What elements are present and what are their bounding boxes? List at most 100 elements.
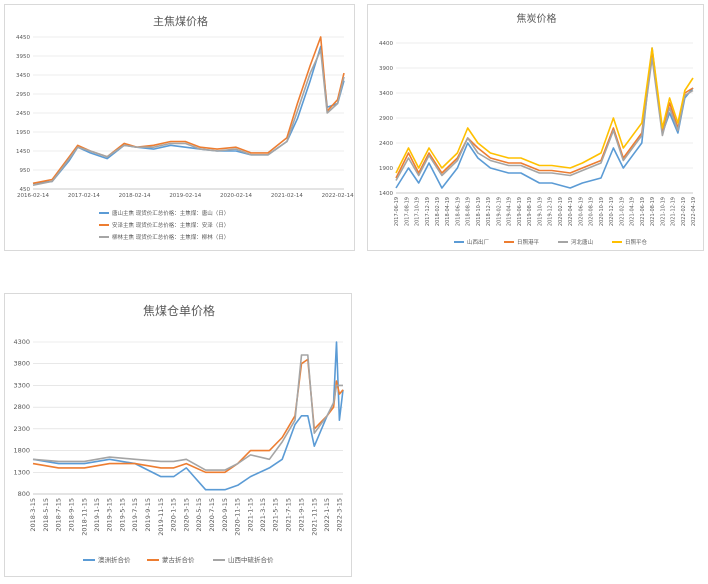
x-tick-label: 2021-06-19 — [640, 197, 646, 226]
x-tick-label: 2017-06-19 — [394, 197, 400, 226]
y-tick-label: 950 — [20, 168, 31, 174]
legend-entry: 安泽主焦 现货价汇总价格：主焦煤：安泽（日） — [112, 221, 229, 229]
y-tick-label: 2450 — [16, 111, 30, 117]
y-tick-label: 1950 — [16, 130, 30, 136]
series-line — [32, 49, 345, 186]
y-tick-label: 3400 — [379, 91, 393, 97]
x-tick-label: 2020-06-19 — [578, 197, 584, 226]
x-tick-label: 2019-06-19 — [517, 197, 523, 226]
x-tick-label: 2021-12-19 — [671, 197, 677, 226]
x-tick-label: 2020-02-14 — [220, 193, 252, 199]
x-tick-label: 2019-10-19 — [537, 197, 543, 226]
x-tick-label: 2020-5-15 — [195, 498, 203, 532]
y-tick-label: 2300 — [13, 425, 30, 433]
x-tick-label: 2021-02-19 — [620, 197, 626, 226]
x-tick-label: 2017-12-19 — [425, 197, 431, 226]
y-tick-label: 3300 — [13, 381, 30, 389]
x-tick-label: 2018-3-15 — [29, 498, 37, 532]
y-tick-label: 1800 — [13, 447, 30, 455]
x-tick-label: 2021-08-19 — [650, 197, 656, 226]
x-tick-label: 2020-7-15 — [208, 498, 216, 532]
x-tick-label: 2021-10-19 — [660, 197, 666, 226]
y-tick-label: 2800 — [13, 403, 30, 411]
x-tick-label: 2020-11-15 — [234, 498, 242, 536]
chart-title: 主焦煤价格 — [153, 14, 208, 28]
chart-coal-warrant: 焦煤仓单价格 800 1300 1800 2300 2800 3300 3800 4300 201… — [13, 303, 344, 564]
chart-panel-coke: 焦炭价格 1400 1900 2400 2900 3400 3900 4400 2017-06-… — [367, 4, 704, 251]
x-tick-label: 2018-10-19 — [476, 197, 482, 226]
y-tick-label: 3900 — [379, 66, 393, 72]
y-tick-label: 2400 — [379, 141, 393, 147]
x-tick-label: 2019-02-14 — [169, 193, 201, 199]
x-tick-label: 2017-02-14 — [68, 193, 100, 199]
x-tick-label: 2020-08-19 — [589, 197, 595, 226]
y-tick-label: 2900 — [379, 116, 393, 122]
x-tick-label: 2021-7-15 — [284, 498, 292, 532]
y-tick-label: 3950 — [16, 54, 30, 60]
x-tick-label: 2019-9-15 — [144, 498, 152, 532]
x-tick-label: 2020-04-19 — [568, 197, 574, 226]
legend-entry: 山西中硫折合价 — [228, 555, 274, 564]
x-tick-label: 2018-06-19 — [455, 197, 461, 226]
x-tick-label: 2020-3-15 — [182, 498, 190, 532]
x-tick-label: 2018-02-14 — [119, 193, 151, 199]
series-line — [32, 354, 343, 471]
x-tick-label: 2021-5-15 — [272, 498, 280, 532]
x-tick-label: 2021-1-15 — [247, 498, 255, 532]
legend-entry: 澳洲折合价 — [98, 555, 131, 564]
x-tick-label: 2019-7-15 — [131, 498, 139, 532]
y-tick-label: 1300 — [13, 468, 30, 476]
x-tick-label: 2019-04-19 — [507, 197, 513, 226]
y-tick-label: 4400 — [379, 41, 393, 47]
series-line — [32, 45, 345, 185]
y-tick-label: 2950 — [16, 92, 30, 98]
legend-entry: 山西出厂 — [467, 238, 490, 246]
x-tick-label: 2021-9-15 — [297, 498, 305, 532]
x-tick-label: 2021-04-19 — [630, 197, 636, 226]
x-tick-label: 2019-11-15 — [157, 498, 165, 536]
x-tick-label: 2022-02-19 — [681, 197, 687, 226]
y-tick-label: 450 — [20, 187, 31, 193]
chart-title: 焦炭价格 — [517, 12, 557, 25]
x-tick-label: 2019-3-15 — [106, 498, 114, 532]
y-tick-label: 1450 — [16, 149, 30, 155]
x-tick-label: 2020-1-15 — [170, 498, 178, 532]
chart-main-coking-coal: 主焦煤价格 450 950 1450 1950 2450 2950 3450 3950 4450 2… — [16, 14, 354, 241]
series-line — [395, 47, 694, 174]
x-tick-label: 2016-02-14 — [17, 193, 49, 199]
series-line — [395, 57, 694, 181]
y-tick-label: 1400 — [379, 191, 393, 197]
chart-panel-main-coking-coal: 主焦煤价格 450 950 1450 1950 2450 2950 3450 3950 4450 2… — [4, 4, 355, 251]
legend-entry: 唐山主焦 现货价汇总价格：主焦煤：唐山（日） — [112, 209, 229, 217]
x-tick-label: 2019-5-15 — [118, 498, 126, 532]
x-tick-label: 2022-3-15 — [335, 498, 343, 532]
x-tick-label: 2018-08-19 — [466, 197, 472, 226]
x-tick-label: 2017-10-19 — [415, 197, 421, 226]
chart-title: 焦煤仓单价格 — [143, 303, 215, 318]
x-tick-label: 2020-12-19 — [609, 197, 615, 226]
y-tick-label: 1900 — [379, 166, 393, 172]
x-tick-label: 2019-08-19 — [527, 197, 533, 226]
x-tick-label: 2022-04-19 — [691, 197, 697, 226]
x-tick-label: 2017-08-19 — [404, 197, 410, 226]
x-tick-label: 2021-02-14 — [271, 193, 303, 199]
chart-panel-coal-warrant: 焦煤仓单价格 800 1300 1800 2300 2800 3300 3800 4300 201… — [4, 293, 352, 577]
y-tick-label: 3800 — [13, 360, 30, 368]
series-line — [32, 358, 344, 474]
x-tick-label: 2018-02-19 — [435, 197, 441, 226]
y-tick-label: 3450 — [16, 73, 30, 79]
x-tick-label: 2018-12-19 — [486, 197, 492, 226]
x-tick-label: 2018-04-19 — [445, 197, 451, 226]
x-tick-label: 2020-9-15 — [221, 498, 229, 532]
x-tick-label: 2019-12-19 — [548, 197, 554, 226]
x-tick-label: 2020-02-19 — [558, 197, 564, 226]
chart-coke: 焦炭价格 1400 1900 2400 2900 3400 3900 4400 2017-06-… — [379, 12, 697, 246]
x-tick-label: 2022-1-15 — [323, 498, 331, 532]
legend-entry: 河北唐山 — [571, 238, 593, 246]
y-tick-label: 4300 — [13, 338, 30, 346]
legend-entry: 蒙古折合价 — [162, 555, 195, 564]
x-tick-label: 2018-9-15 — [68, 498, 76, 532]
x-tick-label: 2020-10-19 — [599, 197, 605, 226]
y-tick-label: 4450 — [16, 35, 30, 41]
x-tick-label: 2022-02-14 — [322, 193, 354, 199]
